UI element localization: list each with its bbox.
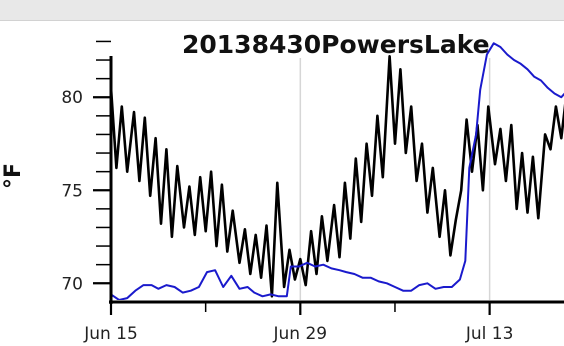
x-tick-label: Jul 13 <box>465 324 514 344</box>
y-tick-label: 80 <box>61 88 83 108</box>
x-tick-label: Jun 15 <box>83 324 138 344</box>
chart-title: 20138430PowersLake <box>182 30 490 59</box>
series-layer <box>111 42 564 300</box>
x-tick-label: Jun 29 <box>273 324 328 344</box>
series-line-2 <box>111 42 564 300</box>
series-line-1 <box>111 55 564 298</box>
y-tick-label: 70 <box>61 274 83 294</box>
y-tick-label: 75 <box>61 181 83 201</box>
window-top-bar <box>0 0 564 21</box>
y-axis-label: °F <box>1 163 26 189</box>
